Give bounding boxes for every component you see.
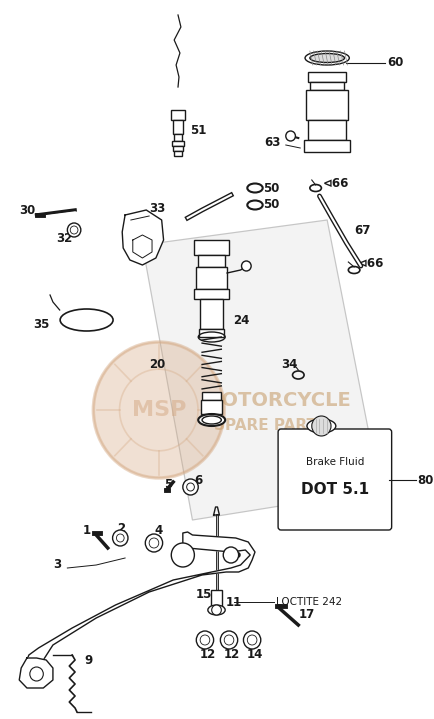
Bar [194,289,229,299]
Circle shape [220,631,238,649]
Circle shape [286,131,296,141]
Circle shape [212,605,221,615]
Polygon shape [27,532,255,665]
Bar [199,329,224,337]
Bar [308,72,346,82]
Bar [211,590,222,608]
Text: 4: 4 [154,523,162,536]
Text: 15: 15 [195,588,212,602]
Bar [194,240,229,255]
Circle shape [312,416,331,436]
Bar [173,146,183,151]
Circle shape [196,631,214,649]
Circle shape [200,635,210,645]
Text: ⊲66: ⊲66 [322,176,349,190]
Bar [306,90,349,120]
Text: 34: 34 [281,359,297,372]
Circle shape [171,543,194,567]
Bar [196,267,227,289]
Text: MOTORCYCLE: MOTORCYCLE [202,390,351,410]
Text: 24: 24 [233,313,249,326]
Circle shape [67,223,81,237]
Text: 35: 35 [34,319,50,331]
Bar [304,140,350,152]
Circle shape [116,534,124,542]
Text: 14: 14 [247,649,263,661]
Text: 2: 2 [117,521,125,534]
Text: 5: 5 [164,477,172,490]
Ellipse shape [198,414,225,426]
Circle shape [243,631,261,649]
Text: 67: 67 [354,224,371,237]
Bar [308,120,346,140]
Circle shape [247,635,257,645]
Text: 32: 32 [56,232,72,244]
Polygon shape [122,210,164,265]
Text: 17: 17 [298,608,315,621]
Circle shape [223,547,239,563]
Ellipse shape [305,51,349,65]
Bar [201,400,222,414]
Text: MSP: MSP [132,400,186,420]
Bar [172,141,184,146]
Text: 50: 50 [263,198,279,211]
Circle shape [149,538,159,548]
Bar [198,255,225,267]
Bar [202,392,221,400]
Circle shape [30,667,43,681]
Bar [200,299,223,329]
Circle shape [242,261,251,271]
Polygon shape [142,220,380,520]
Polygon shape [19,658,53,688]
Bar [174,134,182,141]
Text: LOCTITE 242: LOCTITE 242 [276,597,342,607]
Bar [174,151,182,156]
Ellipse shape [202,416,221,424]
Text: 20: 20 [149,359,165,372]
Text: 6: 6 [194,474,203,487]
Circle shape [224,635,234,645]
Text: 51: 51 [190,124,206,137]
Text: 50: 50 [263,181,279,195]
Circle shape [112,530,128,546]
Ellipse shape [310,53,345,63]
FancyBboxPatch shape [278,429,391,530]
Text: DOT 5.1: DOT 5.1 [301,482,369,498]
Text: 63: 63 [265,137,281,150]
Ellipse shape [307,419,336,433]
Text: 3: 3 [53,559,61,572]
Text: SPARE PARTS: SPARE PARTS [214,418,328,433]
Circle shape [187,483,194,491]
Text: 12: 12 [199,649,215,661]
Text: 9: 9 [85,654,93,667]
Text: 60: 60 [387,57,403,70]
Circle shape [93,342,224,478]
Text: 1: 1 [83,523,91,536]
Text: Brake Fluid: Brake Fluid [306,457,364,467]
Circle shape [183,479,198,495]
Circle shape [70,226,78,234]
Text: 80: 80 [418,474,434,487]
Ellipse shape [208,605,225,615]
Text: 11: 11 [226,595,242,608]
Text: ⊲66: ⊲66 [358,257,385,270]
Bar [171,110,185,120]
Text: 16: 16 [226,549,243,562]
Circle shape [145,534,163,552]
Bar [310,82,345,90]
Text: 30: 30 [19,203,36,216]
Text: 12: 12 [223,649,240,661]
Text: 33: 33 [149,201,165,214]
Bar [173,120,183,134]
